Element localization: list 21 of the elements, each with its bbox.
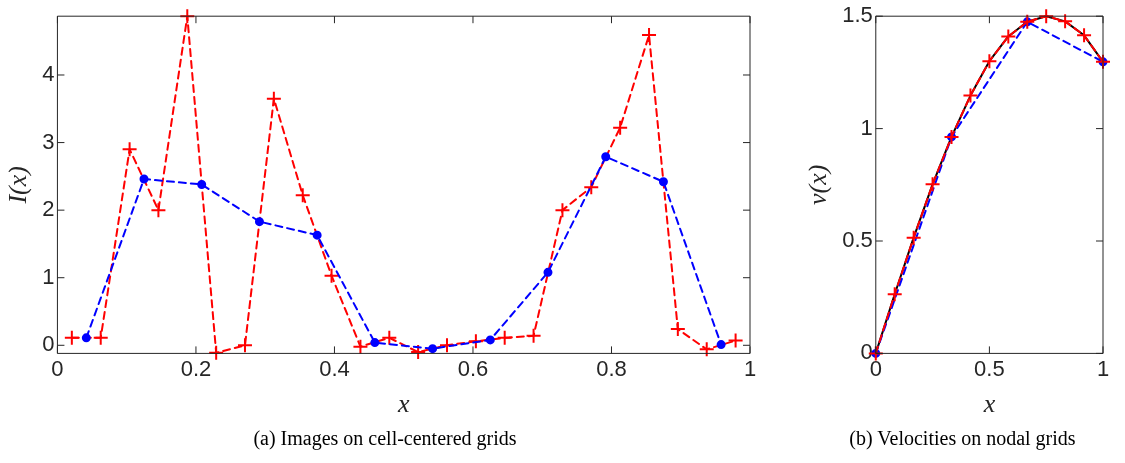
x-tick-label: 0.2 — [180, 355, 212, 381]
y-tick-label: 3 — [42, 128, 55, 154]
x-axis-title: x — [396, 389, 410, 419]
y-tick-label: 1.5 — [842, 2, 873, 28]
y-tick-label: 4 — [42, 61, 55, 87]
y-axis-title: v(x) — [803, 164, 833, 205]
x-axis-title: x — [982, 389, 996, 419]
y-tick-label: 0.5 — [842, 227, 873, 253]
y-tick-label: 1 — [42, 263, 55, 289]
x-tick-label: 1 — [1096, 355, 1110, 381]
y-tick-label: 0 — [42, 331, 55, 357]
text: (b) Velocities on nodal grids — [848, 427, 1077, 450]
x-tick-label: 0.5 — [974, 355, 1005, 381]
y-tick-label: 2 — [42, 196, 55, 222]
x-tick-label: 0.6 — [457, 355, 489, 381]
x-tick-label: 1 — [743, 355, 757, 381]
y-tick-label: 1 — [860, 114, 873, 140]
x-tick-label: 0.4 — [319, 355, 350, 381]
text: (a) Images on cell-centered grids — [252, 427, 518, 450]
y-axis-title: I(x) — [3, 166, 33, 205]
x-tick-label: 0.8 — [596, 355, 627, 381]
